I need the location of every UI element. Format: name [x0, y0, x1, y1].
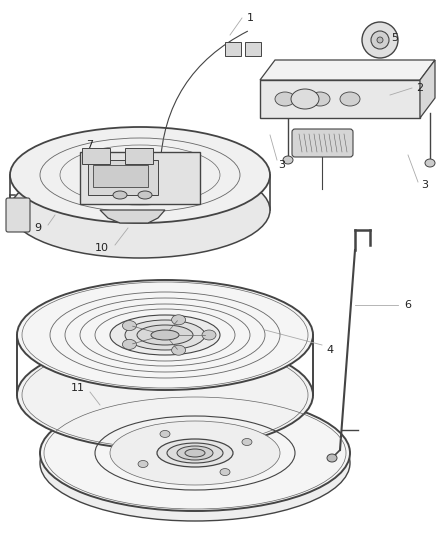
Ellipse shape [122, 320, 136, 330]
Ellipse shape [40, 395, 350, 511]
Ellipse shape [425, 159, 435, 167]
Bar [245, 42, 261, 56]
Ellipse shape [185, 449, 205, 457]
Ellipse shape [138, 461, 148, 467]
Ellipse shape [220, 469, 230, 475]
Ellipse shape [151, 330, 179, 340]
Ellipse shape [138, 191, 152, 199]
Ellipse shape [340, 92, 360, 106]
Ellipse shape [110, 315, 220, 355]
Ellipse shape [160, 431, 170, 438]
Ellipse shape [275, 92, 295, 106]
Ellipse shape [40, 405, 350, 521]
Ellipse shape [291, 89, 319, 109]
Ellipse shape [202, 330, 216, 340]
FancyBboxPatch shape [292, 129, 353, 157]
Ellipse shape [10, 127, 270, 223]
Polygon shape [260, 60, 435, 80]
Bar [82, 148, 110, 164]
Circle shape [377, 37, 383, 43]
Ellipse shape [167, 443, 223, 463]
Text: 3: 3 [421, 180, 428, 190]
Ellipse shape [110, 421, 280, 485]
Bar [260, 80, 420, 118]
Ellipse shape [172, 315, 186, 325]
Ellipse shape [177, 446, 213, 460]
Ellipse shape [310, 92, 330, 106]
Text: 7: 7 [86, 140, 94, 150]
Ellipse shape [10, 162, 270, 258]
Ellipse shape [137, 325, 193, 345]
Bar [125, 148, 153, 164]
Circle shape [371, 31, 389, 49]
Text: 2: 2 [417, 83, 424, 93]
Text: 4: 4 [326, 345, 334, 355]
Bar [80, 152, 200, 204]
Ellipse shape [327, 454, 337, 462]
Ellipse shape [172, 345, 186, 355]
Polygon shape [420, 60, 435, 118]
Polygon shape [100, 210, 165, 223]
Text: 11: 11 [71, 383, 85, 393]
Text: 3: 3 [279, 160, 286, 170]
Bar [225, 42, 241, 56]
Ellipse shape [125, 320, 205, 350]
Text: 6: 6 [405, 300, 411, 310]
Bar [93, 165, 148, 187]
Circle shape [362, 22, 398, 58]
Ellipse shape [122, 340, 136, 350]
Ellipse shape [157, 439, 233, 467]
Text: 1: 1 [247, 13, 254, 23]
FancyBboxPatch shape [6, 198, 30, 232]
Text: 10: 10 [95, 243, 109, 253]
Bar [88, 160, 158, 195]
Text: 5: 5 [392, 33, 399, 43]
Ellipse shape [242, 439, 252, 446]
Ellipse shape [113, 191, 127, 199]
Ellipse shape [283, 156, 293, 164]
Text: 9: 9 [35, 223, 42, 233]
Ellipse shape [17, 280, 313, 390]
Ellipse shape [17, 340, 313, 450]
